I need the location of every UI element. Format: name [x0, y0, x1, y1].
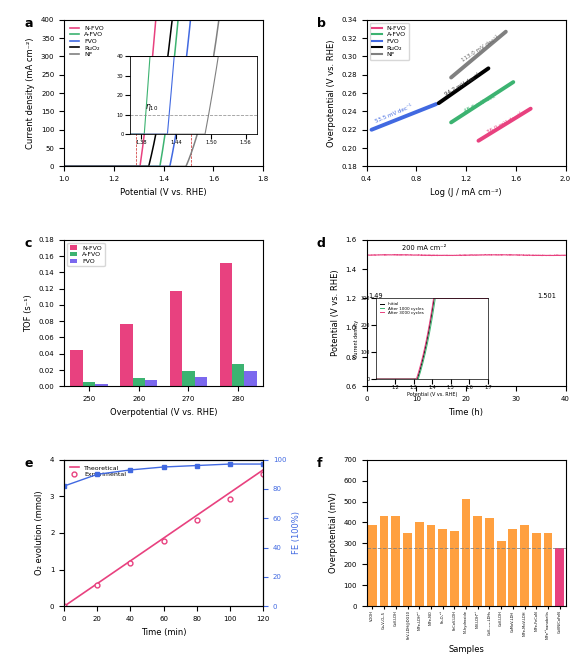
Text: e: e: [24, 457, 33, 470]
Theoretical: [127, 557, 134, 565]
Text: 94.2 mV dec⁻¹: 94.2 mV dec⁻¹: [444, 72, 480, 97]
Text: 1.49: 1.49: [368, 293, 383, 299]
Y-axis label: Overpotential (mV): Overpotential (mV): [329, 492, 338, 573]
Bar: [95, 384, 108, 386]
X-axis label: Potential (V vs. RHE): Potential (V vs. RHE): [120, 188, 207, 196]
Theoretical: [94, 580, 101, 588]
Text: 1.501: 1.501: [538, 293, 557, 299]
Bar: [497, 541, 505, 606]
Text: d: d: [317, 237, 326, 250]
Bar: [182, 371, 195, 386]
Experimental: [61, 602, 68, 610]
Legend: N-FVO, A-FVO, FVO, RuO₂, NF: N-FVO, A-FVO, FVO, RuO₂, NF: [67, 23, 106, 60]
Text: 36.0 mV dec⁻¹: 36.0 mV dec⁻¹: [486, 112, 524, 135]
X-axis label: Overpotential (V vs. RHE): Overpotential (V vs. RHE): [110, 408, 217, 416]
Bar: [462, 500, 470, 606]
Bar: [485, 518, 494, 606]
Theoretical: [259, 466, 266, 474]
Text: 48.6 mV dec⁻¹: 48.6 mV dec⁻¹: [463, 92, 501, 114]
Y-axis label: FE (100%): FE (100%): [292, 511, 301, 554]
Line: Theoretical: Theoretical: [64, 470, 263, 606]
Bar: [145, 380, 157, 386]
Bar: [520, 525, 529, 606]
Experimental: [226, 496, 233, 503]
Experimental: [160, 537, 167, 545]
X-axis label: Samples: Samples: [448, 645, 484, 654]
Bar: [380, 516, 388, 606]
Bar: [427, 525, 436, 606]
Bar: [543, 533, 552, 606]
Y-axis label: TOF (s⁻¹): TOF (s⁻¹): [24, 294, 33, 332]
Bar: [473, 516, 482, 606]
Text: b: b: [317, 17, 326, 30]
Bar: [244, 371, 257, 386]
Theoretical: [194, 511, 201, 519]
Bar: [136, 129, 191, 167]
Text: 113.0 mV dec⁻¹: 113.0 mV dec⁻¹: [461, 35, 500, 63]
Theoretical: [61, 602, 68, 610]
Bar: [403, 533, 412, 606]
X-axis label: Time (h): Time (h): [448, 408, 483, 416]
Experimental: [194, 516, 201, 524]
Text: a: a: [24, 17, 33, 30]
Bar: [220, 262, 232, 386]
Text: c: c: [24, 237, 31, 250]
Experimental: [94, 581, 101, 589]
Text: 200 mA cm⁻²: 200 mA cm⁻²: [402, 245, 447, 251]
Bar: [415, 523, 424, 606]
Legend: N-FVO, A-FVO, FVO, RuO₂, NF: N-FVO, A-FVO, FVO, RuO₂, NF: [370, 23, 409, 60]
Experimental: [127, 559, 134, 567]
Theoretical: [226, 489, 233, 497]
X-axis label: Time (min): Time (min): [141, 627, 187, 637]
Bar: [391, 516, 400, 606]
Legend: N-FVO, A-FVO, FVO: N-FVO, A-FVO, FVO: [67, 243, 104, 266]
Bar: [555, 548, 564, 606]
Experimental: [259, 471, 266, 478]
Bar: [508, 529, 517, 606]
Y-axis label: Overpotential (V vs. RHE): Overpotential (V vs. RHE): [326, 40, 336, 147]
Bar: [132, 378, 145, 386]
X-axis label: Log (J / mA cm⁻²): Log (J / mA cm⁻²): [430, 188, 502, 196]
Y-axis label: Current density (mA cm⁻²): Current density (mA cm⁻²): [26, 38, 36, 149]
Bar: [71, 350, 83, 386]
Bar: [170, 291, 182, 386]
Bar: [438, 529, 447, 606]
Bar: [195, 378, 207, 386]
Line: Experimental: Experimental: [62, 472, 265, 609]
Bar: [532, 533, 540, 606]
Theoretical: [160, 534, 167, 542]
Bar: [232, 364, 244, 386]
Text: f: f: [317, 457, 322, 470]
Bar: [120, 324, 132, 386]
Bar: [450, 531, 459, 606]
Text: 53.5 mV dec⁻¹: 53.5 mV dec⁻¹: [374, 104, 413, 125]
Bar: [83, 382, 95, 386]
Y-axis label: O₂ evolution (mmol): O₂ evolution (mmol): [36, 491, 44, 575]
Legend: Theoretical, Experimental: Theoretical, Experimental: [67, 463, 129, 480]
Bar: [368, 525, 377, 606]
Y-axis label: Potential (V vs. RHE): Potential (V vs. RHE): [331, 270, 340, 357]
